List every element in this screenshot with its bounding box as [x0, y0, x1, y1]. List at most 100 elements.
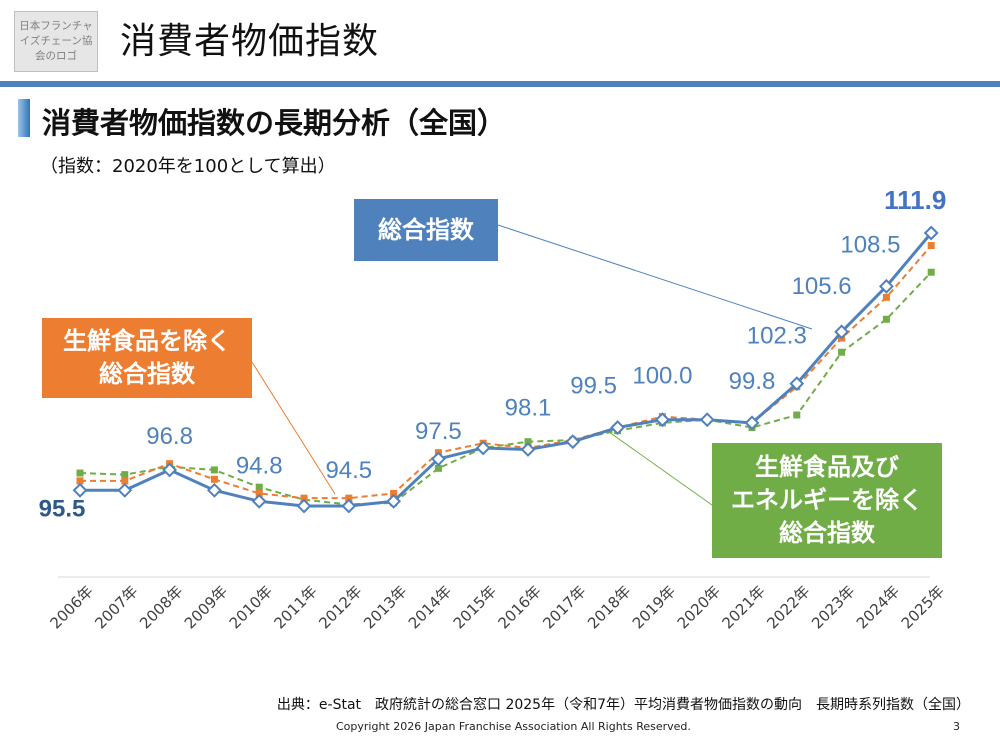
data-point-marker	[834, 324, 850, 340]
data-point-marker	[923, 225, 939, 241]
data-point-marker	[789, 376, 805, 392]
data-point-marker	[76, 477, 84, 485]
logo-text-line-3: 会のロゴ	[35, 50, 77, 62]
data-label: 97.5	[415, 418, 462, 445]
x-tick-label: 2019年	[629, 582, 679, 632]
x-tick-label: 2024年	[853, 582, 903, 632]
organization-logo-placeholder: 日本フランチャ イズチェーン協 会のロゴ	[14, 11, 98, 72]
callout-fresh-line-2: 総合指数	[99, 360, 195, 388]
series-line	[80, 232, 933, 508]
data-point-marker	[345, 494, 353, 502]
data-point-marker	[206, 482, 222, 498]
data-point-marker	[121, 471, 129, 479]
data-point-marker	[296, 498, 312, 514]
data-label: 94.8	[236, 452, 283, 479]
data-label: 105.6	[792, 273, 852, 300]
series-line	[80, 244, 932, 500]
x-tick-label: 2025年	[898, 582, 948, 632]
x-tick-label: 2012年	[315, 582, 365, 632]
data-point-marker	[121, 477, 129, 485]
data-point-marker	[162, 462, 178, 478]
data-point-marker	[386, 493, 402, 509]
x-tick-label: 2018年	[584, 582, 634, 632]
x-tick-label: 2008年	[136, 582, 186, 632]
x-tick-label: 2020年	[674, 582, 724, 632]
data-point-marker	[72, 482, 88, 498]
page-number: 3	[953, 720, 960, 733]
data-point-marker	[430, 451, 446, 467]
section-marker	[18, 99, 30, 137]
page-title: 消費者物価指数	[120, 21, 380, 62]
callout-total-label: 総合指数	[378, 215, 474, 244]
x-tick-label: 2010年	[226, 582, 276, 632]
x-tick-label: 2013年	[360, 582, 410, 632]
source-citation: 出典：e-Stat 政府統計の総合窓口 2025年（令和7年）平均消費者物価指数…	[276, 697, 970, 713]
data-point-marker	[793, 411, 801, 419]
data-point-marker	[882, 315, 890, 323]
data-point-marker	[390, 489, 398, 497]
callout-fresh-energy-excluded: 生鮮食品及び エネルギーを除く 総合指数	[712, 443, 942, 558]
data-point-marker	[927, 268, 935, 276]
x-tick-label: 2023年	[808, 582, 858, 632]
data-point-marker	[76, 469, 84, 477]
data-point-marker	[565, 434, 581, 450]
x-tick-label: 2015年	[450, 582, 500, 632]
x-tick-label: 2014年	[405, 582, 455, 632]
data-point-marker	[524, 438, 532, 446]
data-point-marker	[255, 489, 263, 497]
data-point-marker	[210, 475, 218, 483]
data-label: 99.5	[570, 373, 617, 400]
leader-line-fresh	[251, 361, 336, 495]
data-label: 108.5	[840, 231, 900, 258]
data-point-marker	[654, 412, 670, 428]
data-label: 94.5	[325, 457, 372, 484]
data-point-marker	[341, 498, 357, 514]
section-title: 消費者物価指数の長期分析（全国）	[42, 106, 507, 140]
callout-fresh-excluded: 生鮮食品を除く 総合指数	[42, 318, 252, 398]
callout-total-index: 総合指数	[354, 199, 498, 261]
x-tick-label: 2016年	[494, 582, 544, 632]
data-point-marker	[838, 348, 846, 356]
data-point-marker	[251, 493, 267, 509]
data-point-marker	[927, 242, 935, 250]
section-subtitle: （指数：2020年を100として算出）	[40, 156, 336, 177]
data-label: 100.0	[632, 363, 692, 390]
data-label: 111.9	[884, 185, 946, 215]
copyright-notice: Copyright 2026 Japan Franchise Associati…	[336, 720, 691, 733]
callout-fresh-line-1: 生鮮食品を除く	[63, 327, 231, 355]
data-point-marker	[610, 420, 626, 435]
data-point-marker	[520, 442, 536, 457]
data-point-marker	[475, 440, 491, 456]
callout-energy-line-1: 生鮮食品及び	[755, 453, 899, 481]
data-label: 99.8	[729, 368, 776, 395]
callout-energy-line-2: エネルギーを除く	[731, 486, 923, 514]
header-divider	[0, 81, 1000, 87]
data-point-marker	[699, 412, 715, 428]
data-point-marker	[434, 464, 442, 472]
data-point-marker	[300, 494, 308, 502]
x-tick-label: 2022年	[763, 582, 813, 632]
leader-line-energy	[608, 431, 713, 506]
x-tick-label: 2009年	[181, 582, 231, 632]
logo-text-line-1: 日本フランチャ	[19, 20, 93, 32]
data-point-marker	[878, 278, 894, 294]
data-point-marker	[882, 293, 890, 301]
data-point-marker	[255, 483, 263, 491]
x-tick-label: 2011年	[270, 582, 320, 632]
data-point-marker	[117, 482, 133, 498]
callout-energy-line-3: 総合指数	[779, 519, 875, 547]
series-line	[79, 271, 932, 506]
leader-line-total	[497, 224, 813, 330]
data-label: 96.8	[146, 423, 193, 450]
data-label: 102.3	[747, 323, 807, 350]
data-point-marker	[744, 415, 760, 431]
x-tick-label: 2021年	[718, 582, 768, 632]
x-tick-label: 2017年	[539, 582, 589, 632]
data-label: 98.1	[505, 395, 552, 422]
data-label: 95.5	[39, 495, 86, 522]
x-tick-label: 2007年	[91, 582, 141, 632]
logo-text-line-2: イズチェーン協	[19, 35, 93, 47]
data-point-marker	[210, 466, 218, 474]
x-tick-label: 2006年	[46, 582, 96, 632]
